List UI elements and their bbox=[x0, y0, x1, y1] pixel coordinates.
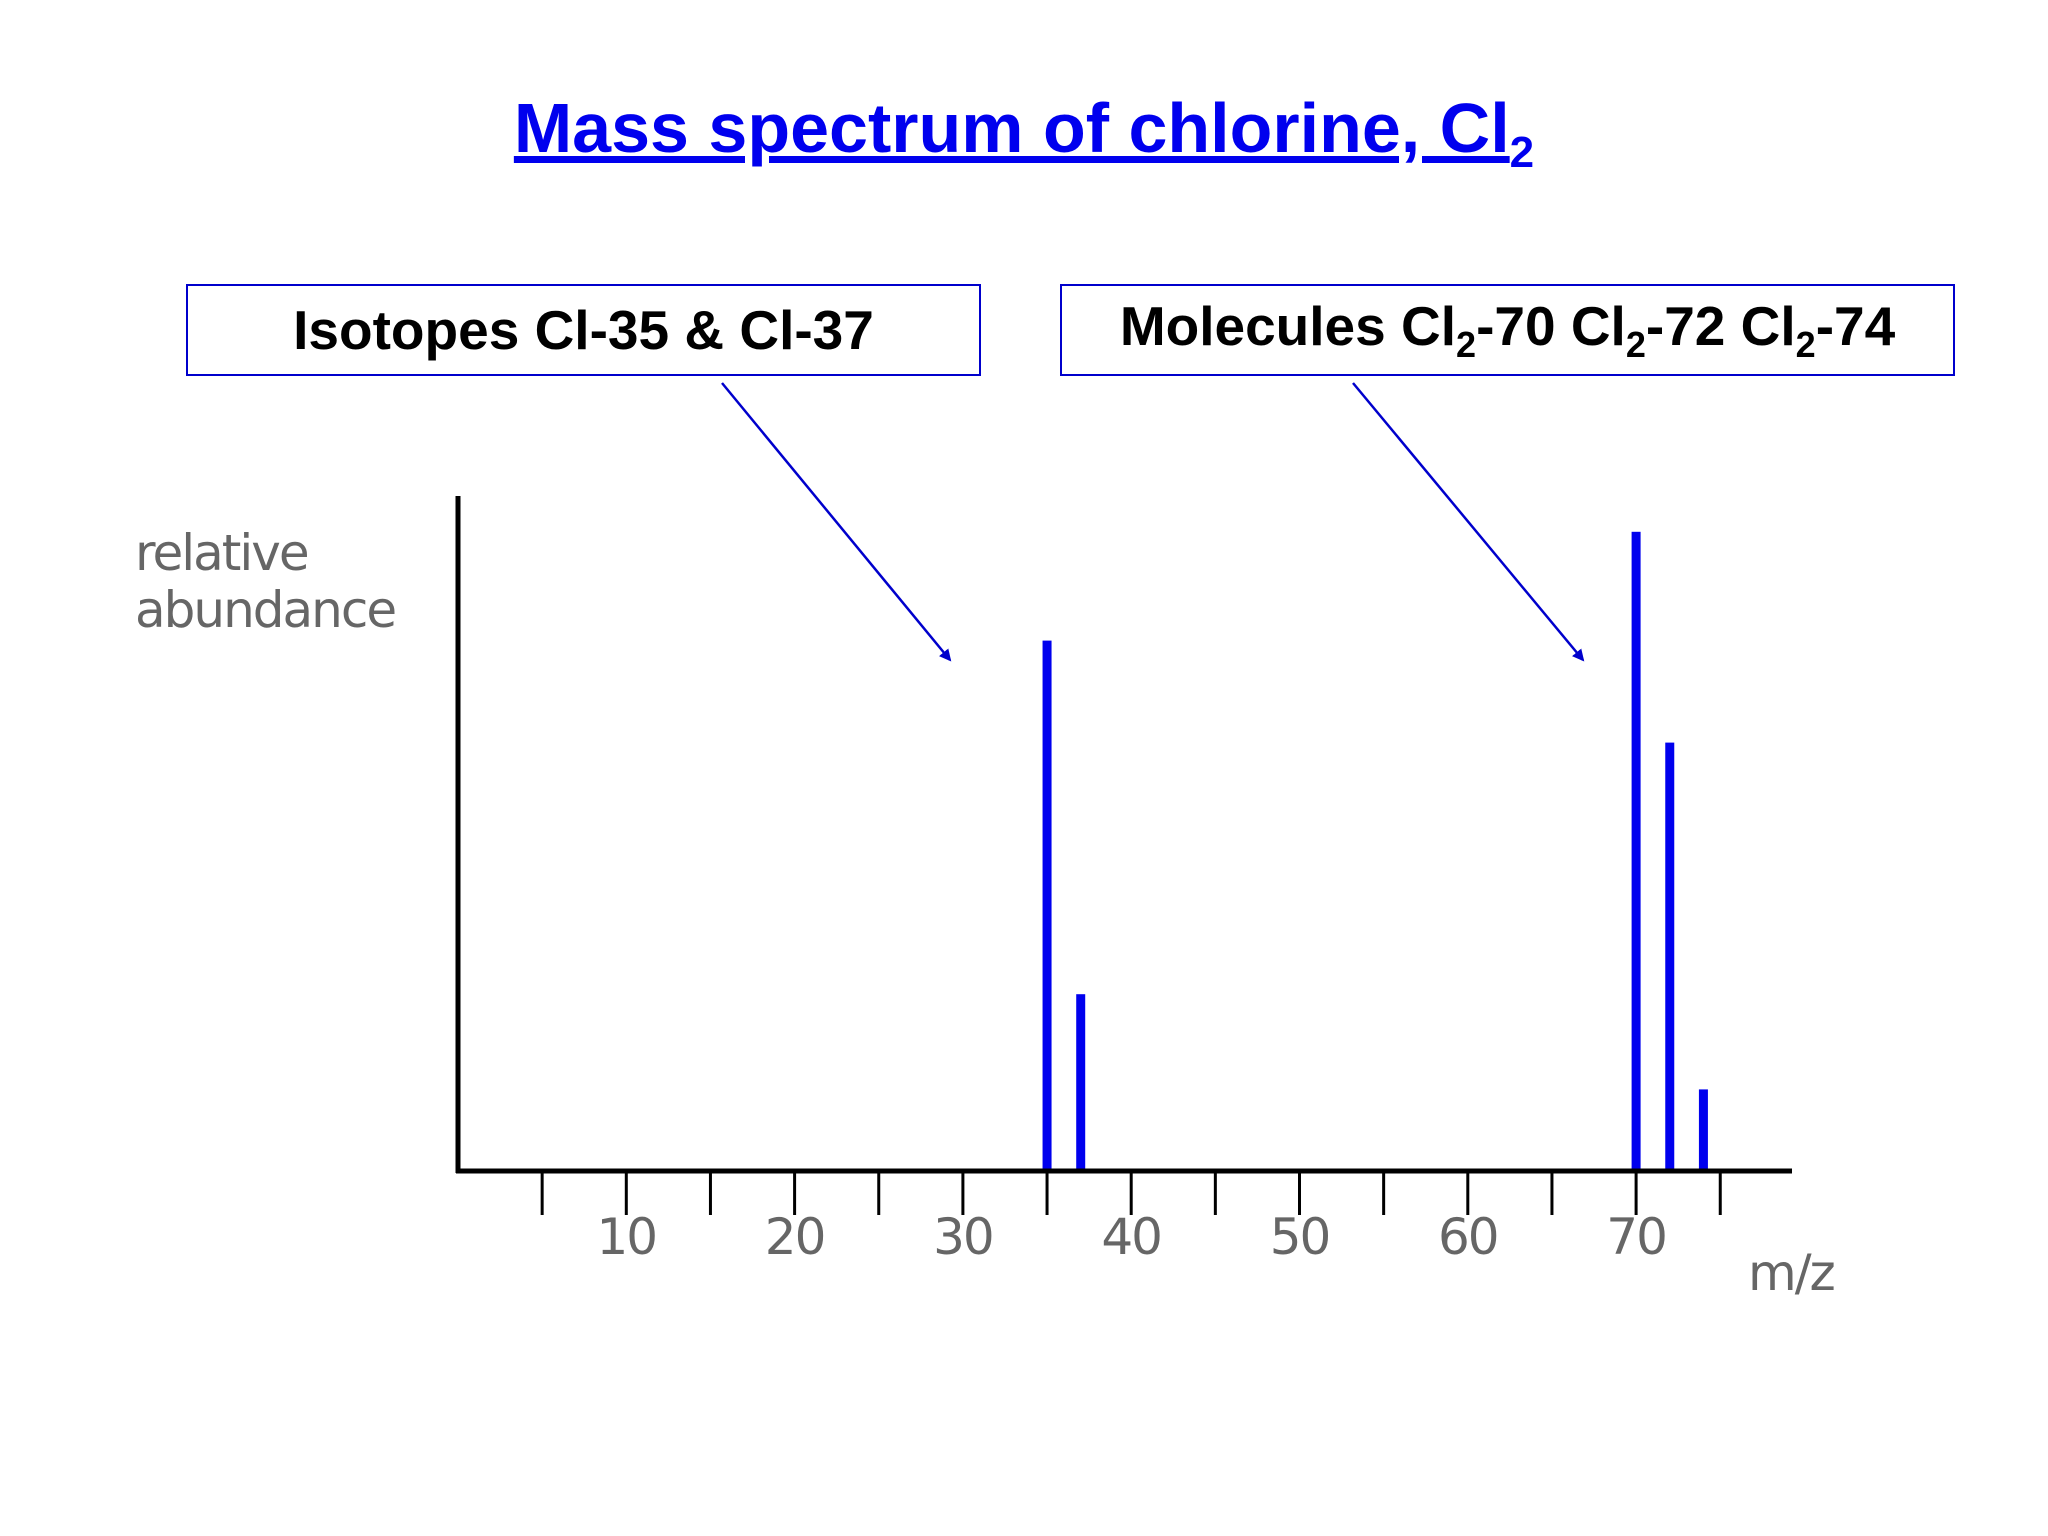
isotopes-callout-text: Isotopes Cl-35 & Cl-37 bbox=[293, 299, 874, 361]
molecules-text-part: -70 Cl bbox=[1476, 295, 1626, 357]
bars-layer bbox=[1042, 531, 1708, 1171]
x-tick-label-60: 60 bbox=[1438, 1208, 1498, 1266]
bar-mz-72 bbox=[1665, 742, 1675, 1171]
molecules-text-part: Molecules Cl bbox=[1119, 295, 1457, 357]
x-tick-label-50: 50 bbox=[1270, 1208, 1330, 1266]
x-tick-label-40: 40 bbox=[1101, 1208, 1161, 1266]
chart-title-subscript: 2 bbox=[1509, 128, 1535, 177]
x-tick-label-70: 70 bbox=[1606, 1208, 1666, 1266]
bar-mz-74 bbox=[1698, 1089, 1708, 1171]
x-tick-label-10: 10 bbox=[596, 1208, 656, 1266]
x-tick-label-30: 30 bbox=[933, 1208, 993, 1266]
x-axis-label: m/z bbox=[1748, 1244, 1835, 1302]
chart-title-main: Mass spectrum of chlorine, Cl bbox=[513, 89, 1510, 167]
molecules-callout-box: Molecules Cl2-70 Cl2-72 Cl2-74 bbox=[1060, 284, 1955, 376]
molecules-subscript: 2 bbox=[1456, 324, 1477, 365]
molecules-callout-text: Molecules Cl2-70 Cl2-72 Cl2-74 bbox=[1120, 294, 1895, 366]
isotopes-callout-box: Isotopes Cl-35 & Cl-37 bbox=[186, 284, 981, 376]
molecules-arrow bbox=[1352, 382, 1585, 662]
chart-title: Mass spectrum of chlorine, Cl2 bbox=[0, 88, 2048, 178]
molecules-subscript: 2 bbox=[1795, 324, 1816, 365]
molecules-text-part: -74 bbox=[1815, 295, 1896, 357]
bar-mz-37 bbox=[1076, 994, 1086, 1171]
molecules-text-part: -72 Cl bbox=[1645, 295, 1796, 357]
isotopes-arrow bbox=[721, 382, 952, 662]
ticks-layer: 10 20 30 40 50 60 70 bbox=[540, 1173, 1722, 1266]
y-axis-label-line2: abundance bbox=[135, 581, 395, 639]
bar-mz-35 bbox=[1042, 640, 1052, 1171]
molecules-subscript: 2 bbox=[1625, 324, 1646, 365]
bar-mz-70 bbox=[1631, 531, 1641, 1171]
x-tick-label-20: 20 bbox=[765, 1208, 825, 1266]
y-axis-label-line1: relative bbox=[135, 524, 308, 582]
